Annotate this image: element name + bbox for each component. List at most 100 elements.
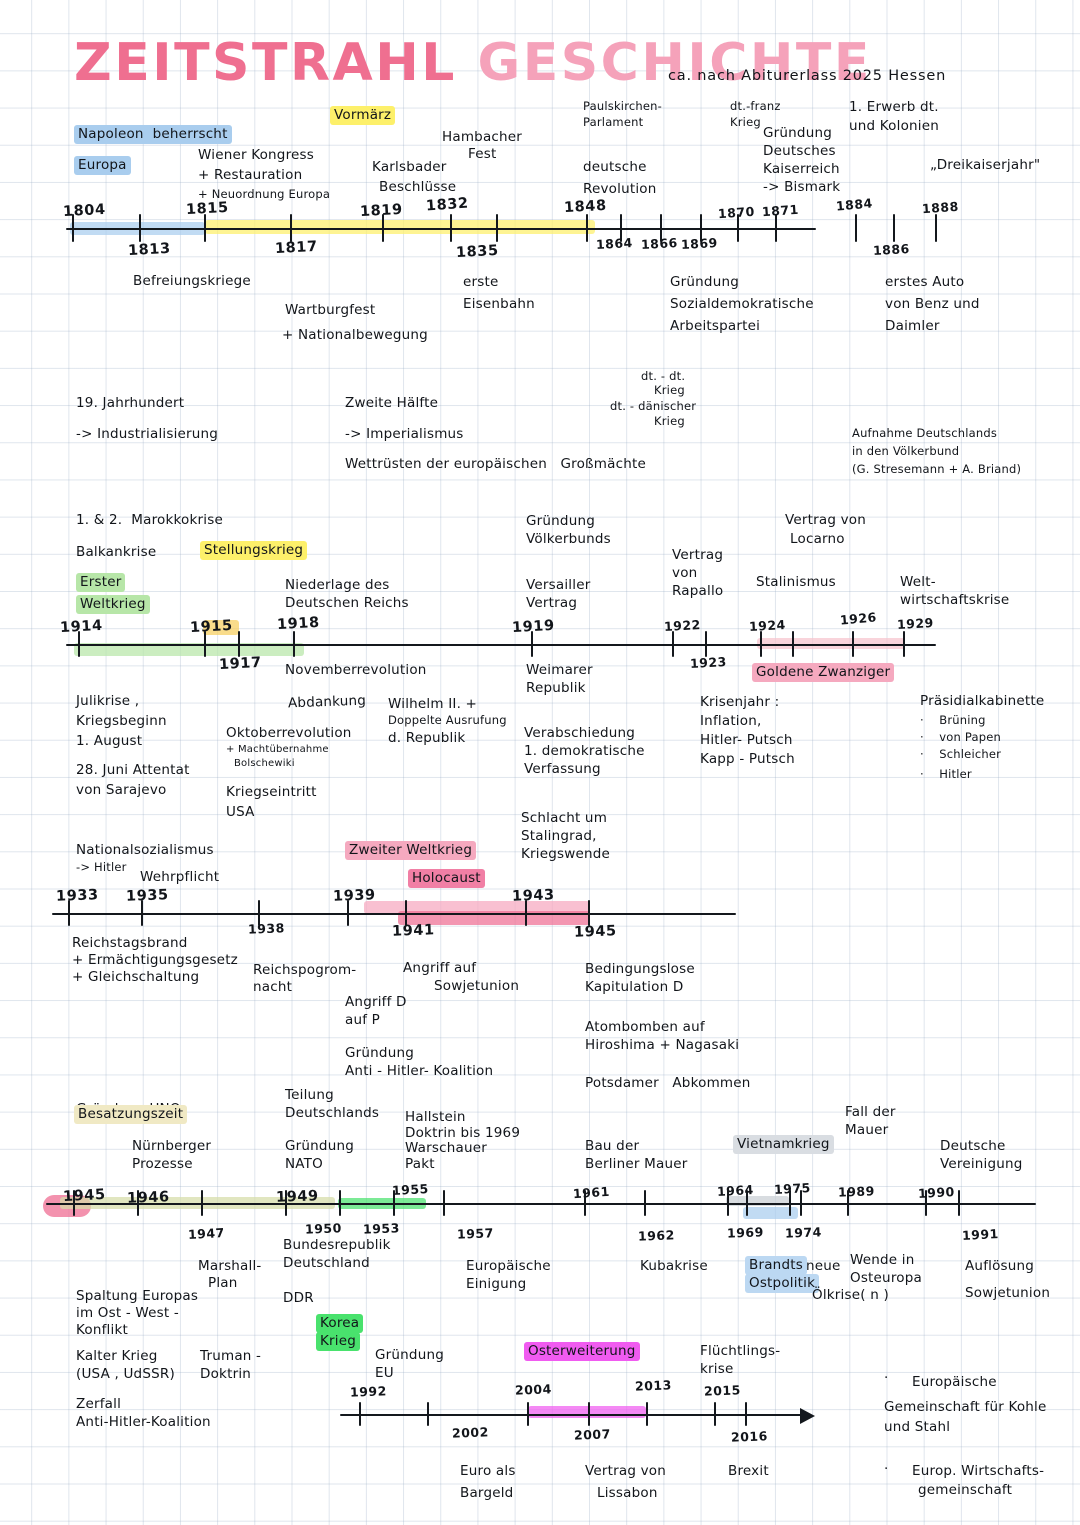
event-label: Balkankrise <box>76 544 157 560</box>
tick-1962 <box>644 1190 647 1216</box>
side-note-label: gemeinschaft <box>918 1482 1013 1498</box>
event-label: USA <box>226 804 255 820</box>
event-label: Arbeitspartei <box>670 318 761 334</box>
event-label: 28. Juni Attentat <box>76 762 190 778</box>
event-label: Verfassung <box>524 761 601 777</box>
event-label: auf P <box>345 1012 381 1028</box>
year-label: 1871 <box>761 201 800 220</box>
event-label: Bundesrepublik <box>283 1237 391 1253</box>
tick-1964 <box>727 1190 730 1216</box>
year-label: 1817 <box>274 238 319 258</box>
tick-1848 <box>586 214 589 242</box>
event-label: Gründung <box>670 274 739 290</box>
event-label: Kaiserreich <box>763 161 840 177</box>
event-label: Konflikt <box>76 1322 128 1338</box>
year-label: 1819 <box>359 201 404 221</box>
event-label: krise <box>700 1361 734 1377</box>
year-label: 1915 <box>189 617 234 637</box>
band-stellungskrieg <box>203 620 239 635</box>
event-label: Nationalsozialismus <box>76 842 214 858</box>
year-label: 2013 <box>634 1377 673 1394</box>
side-note-label: Europ. Wirtschafts- <box>912 1463 1045 1479</box>
year-label: 1935 <box>125 887 170 905</box>
tick-1935 <box>141 900 144 926</box>
event-label: Gründung <box>285 1138 354 1154</box>
axis-2 <box>66 644 936 647</box>
year-label: 1992 <box>349 1383 388 1400</box>
axis-4 <box>46 1203 1036 1206</box>
tick-1914 <box>78 631 81 657</box>
tick-1819 <box>382 214 385 242</box>
event-label: Kriegswende <box>521 846 611 862</box>
tick-1939 <box>347 900 350 926</box>
year-label: 1945 <box>62 1186 107 1206</box>
tick-1871 <box>775 214 778 242</box>
event-label: Hitler- Putsch <box>700 732 793 748</box>
tick-1915 <box>204 631 207 657</box>
year-label: 2007 <box>573 1426 612 1443</box>
tick-1933 <box>68 900 71 926</box>
event-label: Plan <box>208 1275 238 1291</box>
note-label: 19. Jahrhundert <box>76 395 185 411</box>
event-label: Brexit <box>728 1463 769 1479</box>
note-label: Wettrüsten der europäischen Großmächte <box>345 456 646 472</box>
note-label: Aufnahme Deutschlands <box>852 426 998 440</box>
event-label: Welt- <box>900 574 936 590</box>
year-label: 1926 <box>839 609 878 628</box>
year-label: 1969 <box>726 1224 765 1241</box>
event-label: -> Hitler <box>76 860 127 874</box>
event-label: Doktrin <box>200 1366 252 1382</box>
event-label: Vertrag von <box>785 512 867 528</box>
year-label: 1950 <box>304 1220 343 1237</box>
event-label: von Sarajevo <box>76 782 167 798</box>
tick-2015 <box>714 1402 717 1426</box>
band-erster-weltkrieg <box>74 643 304 656</box>
event-label: Bolschewiki <box>234 758 295 769</box>
year-label: 1957 <box>456 1225 495 1242</box>
year-label: 1884 <box>835 195 874 214</box>
tick-1870 <box>737 214 740 242</box>
event-label: und Kolonien <box>849 118 939 134</box>
tick-1869 <box>700 214 703 242</box>
event-label: Reichspogrom- <box>253 962 357 978</box>
year-label: 1933 <box>55 887 100 905</box>
note-label: dt. - dt. <box>641 369 686 383</box>
tick-1817 <box>290 214 293 242</box>
year-label: 1914 <box>59 617 104 637</box>
year-label: 1815 <box>185 199 230 219</box>
tick-1975 <box>789 1190 792 1216</box>
event-label: erstes Auto <box>885 274 965 290</box>
event-label: Flüchtlings- <box>700 1343 781 1359</box>
event-label: Hiroshima + Nagasaki <box>585 1037 740 1053</box>
year-label: 1832 <box>425 195 470 215</box>
event-label: Mauer <box>845 1122 889 1138</box>
event-label: Stalingrad, <box>521 828 597 844</box>
year-label: 1886 <box>872 241 911 258</box>
band-osterweiterung <box>528 1406 646 1418</box>
event-label: Gründung <box>526 513 595 529</box>
year-label: 1864 <box>595 235 634 252</box>
event-label: Einigung <box>466 1276 527 1292</box>
event-label: Gründung <box>763 125 832 141</box>
tick-1923 <box>705 631 708 657</box>
event-label: Berliner Mauer <box>585 1156 688 1172</box>
note-label: -> Industrialisierung <box>76 426 219 442</box>
event-label: 1. demokratische <box>524 743 645 759</box>
axis-1 <box>66 228 816 231</box>
year-label: 2004 <box>514 1381 553 1398</box>
event-label: Europa <box>74 156 131 175</box>
event-label: Gründung <box>375 1347 444 1363</box>
year-label: 1918 <box>276 614 321 634</box>
band-zweiter-weltkrieg <box>364 901 590 914</box>
year-label: 1870 <box>717 203 756 222</box>
event-label: Kriegseintritt <box>226 784 317 800</box>
side-note-label: Gemeinschaft für Kohle <box>884 1399 1047 1415</box>
event-label: Vertrag <box>672 547 724 563</box>
event-label: Kalter Krieg <box>76 1348 158 1364</box>
band-vietnamkrieg <box>726 1196 789 1206</box>
event-label: Parlament <box>583 115 644 129</box>
tick-1947 <box>201 1190 204 1216</box>
event-label: Kriegsbeginn <box>76 713 167 729</box>
year-label: 1961 <box>572 1183 611 1202</box>
note-label: Krieg <box>654 414 685 428</box>
